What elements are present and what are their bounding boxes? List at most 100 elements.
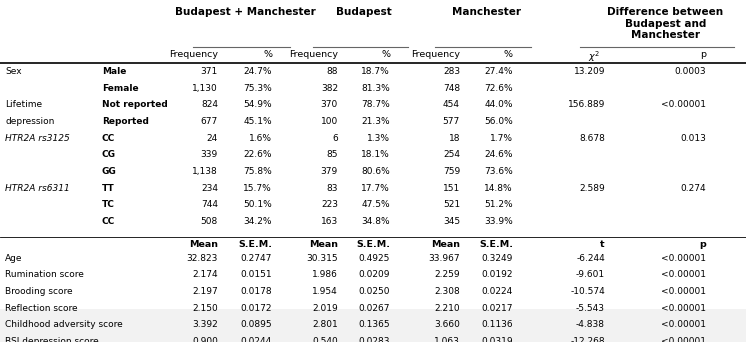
Text: 32.823: 32.823: [186, 254, 218, 263]
Text: 0.3249: 0.3249: [482, 254, 513, 263]
Text: <0.00001: <0.00001: [661, 100, 706, 109]
Text: 22.6%: 22.6%: [243, 150, 272, 159]
Text: 0.0319: 0.0319: [481, 337, 513, 342]
Text: 1.063: 1.063: [434, 337, 460, 342]
Text: Mean: Mean: [431, 240, 460, 249]
Text: 2.019: 2.019: [313, 304, 338, 313]
Text: 2.259: 2.259: [434, 271, 460, 279]
Text: 2.150: 2.150: [192, 304, 218, 313]
Text: 0.0283: 0.0283: [359, 337, 390, 342]
Text: TT: TT: [102, 184, 115, 193]
Text: 234: 234: [201, 184, 218, 193]
Text: 0.0224: 0.0224: [482, 287, 513, 296]
Text: <0.00001: <0.00001: [661, 287, 706, 296]
Text: 0.013: 0.013: [680, 134, 706, 143]
Text: 1.954: 1.954: [313, 287, 338, 296]
Text: 34.2%: 34.2%: [243, 217, 272, 226]
Text: -5.543: -5.543: [576, 304, 605, 313]
Text: 0.1365: 0.1365: [358, 320, 390, 329]
Text: Not reported: Not reported: [102, 100, 168, 109]
Text: Sex: Sex: [5, 67, 22, 76]
Text: Mean: Mean: [189, 240, 218, 249]
Text: Mean: Mean: [309, 240, 338, 249]
Text: Budapest + Manchester: Budapest + Manchester: [175, 7, 316, 17]
Text: 1.3%: 1.3%: [367, 134, 390, 143]
Text: 156.889: 156.889: [568, 100, 605, 109]
Text: 1.7%: 1.7%: [490, 134, 513, 143]
Text: 508: 508: [201, 217, 218, 226]
Text: 0.900: 0.900: [192, 337, 218, 342]
Text: 370: 370: [321, 100, 338, 109]
Text: 13.209: 13.209: [574, 67, 605, 76]
Text: %: %: [504, 50, 513, 58]
Text: 379: 379: [321, 167, 338, 176]
Text: 2.308: 2.308: [434, 287, 460, 296]
Text: 0.4925: 0.4925: [359, 254, 390, 263]
Text: 24.6%: 24.6%: [484, 150, 513, 159]
Text: 18.1%: 18.1%: [361, 150, 390, 159]
Text: 80.6%: 80.6%: [361, 167, 390, 176]
Text: 73.6%: 73.6%: [484, 167, 513, 176]
Text: S.E.M.: S.E.M.: [479, 240, 513, 249]
Text: <0.00001: <0.00001: [661, 271, 706, 279]
Text: 17.7%: 17.7%: [361, 184, 390, 193]
Text: 677: 677: [201, 117, 218, 126]
Text: 56.0%: 56.0%: [484, 117, 513, 126]
Text: 0.0178: 0.0178: [240, 287, 272, 296]
Text: 371: 371: [201, 67, 218, 76]
Text: Reported: Reported: [102, 117, 149, 126]
Text: 2.589: 2.589: [579, 184, 605, 193]
Text: Difference between
Budapest and
Manchester: Difference between Budapest and Manchest…: [607, 7, 724, 40]
Text: 21.3%: 21.3%: [361, 117, 390, 126]
Text: 223: 223: [321, 200, 338, 209]
Text: 0.540: 0.540: [313, 337, 338, 342]
Text: -10.574: -10.574: [570, 287, 605, 296]
Text: 1.986: 1.986: [312, 271, 338, 279]
Text: depression: depression: [5, 117, 54, 126]
Text: S.E.M.: S.E.M.: [238, 240, 272, 249]
Text: 0.0151: 0.0151: [240, 271, 272, 279]
Text: 163: 163: [321, 217, 338, 226]
Text: 78.7%: 78.7%: [361, 100, 390, 109]
Text: 83: 83: [327, 184, 338, 193]
Text: BSI depression score: BSI depression score: [5, 337, 98, 342]
Text: 339: 339: [201, 150, 218, 159]
Text: 24.7%: 24.7%: [243, 67, 272, 76]
Text: 2.197: 2.197: [192, 287, 218, 296]
Text: -6.244: -6.244: [576, 254, 605, 263]
Text: 33.967: 33.967: [428, 254, 460, 263]
Text: -4.838: -4.838: [576, 320, 605, 329]
Text: Rumination score: Rumination score: [5, 271, 84, 279]
Text: 51.2%: 51.2%: [484, 200, 513, 209]
Text: $\chi^2$: $\chi^2$: [588, 50, 600, 64]
Text: 2.174: 2.174: [192, 271, 218, 279]
Text: 100: 100: [321, 117, 338, 126]
Text: <0.00001: <0.00001: [661, 320, 706, 329]
Text: 85: 85: [327, 150, 338, 159]
Text: 254: 254: [443, 150, 460, 159]
Text: p: p: [699, 240, 706, 249]
Text: 0.1136: 0.1136: [481, 320, 513, 329]
Text: 0.0217: 0.0217: [481, 304, 513, 313]
Text: 33.9%: 33.9%: [484, 217, 513, 226]
Text: <0.00001: <0.00001: [661, 304, 706, 313]
Text: Male: Male: [102, 67, 126, 76]
Text: 0.0209: 0.0209: [359, 271, 390, 279]
Text: 0.0250: 0.0250: [359, 287, 390, 296]
Text: 0.0192: 0.0192: [481, 271, 513, 279]
Text: 34.8%: 34.8%: [361, 217, 390, 226]
Text: 0.2747: 0.2747: [241, 254, 272, 263]
Text: -9.601: -9.601: [576, 271, 605, 279]
Text: <0.00001: <0.00001: [661, 337, 706, 342]
Text: CC: CC: [102, 134, 115, 143]
Text: 454: 454: [443, 100, 460, 109]
Text: 50.1%: 50.1%: [243, 200, 272, 209]
Text: 81.3%: 81.3%: [361, 83, 390, 92]
Text: 3.392: 3.392: [192, 320, 218, 329]
Text: 0.0267: 0.0267: [359, 304, 390, 313]
Text: 75.3%: 75.3%: [243, 83, 272, 92]
Text: Lifetime: Lifetime: [5, 100, 42, 109]
Text: 6: 6: [332, 134, 338, 143]
Text: 8.678: 8.678: [579, 134, 605, 143]
Text: 0.0172: 0.0172: [240, 304, 272, 313]
